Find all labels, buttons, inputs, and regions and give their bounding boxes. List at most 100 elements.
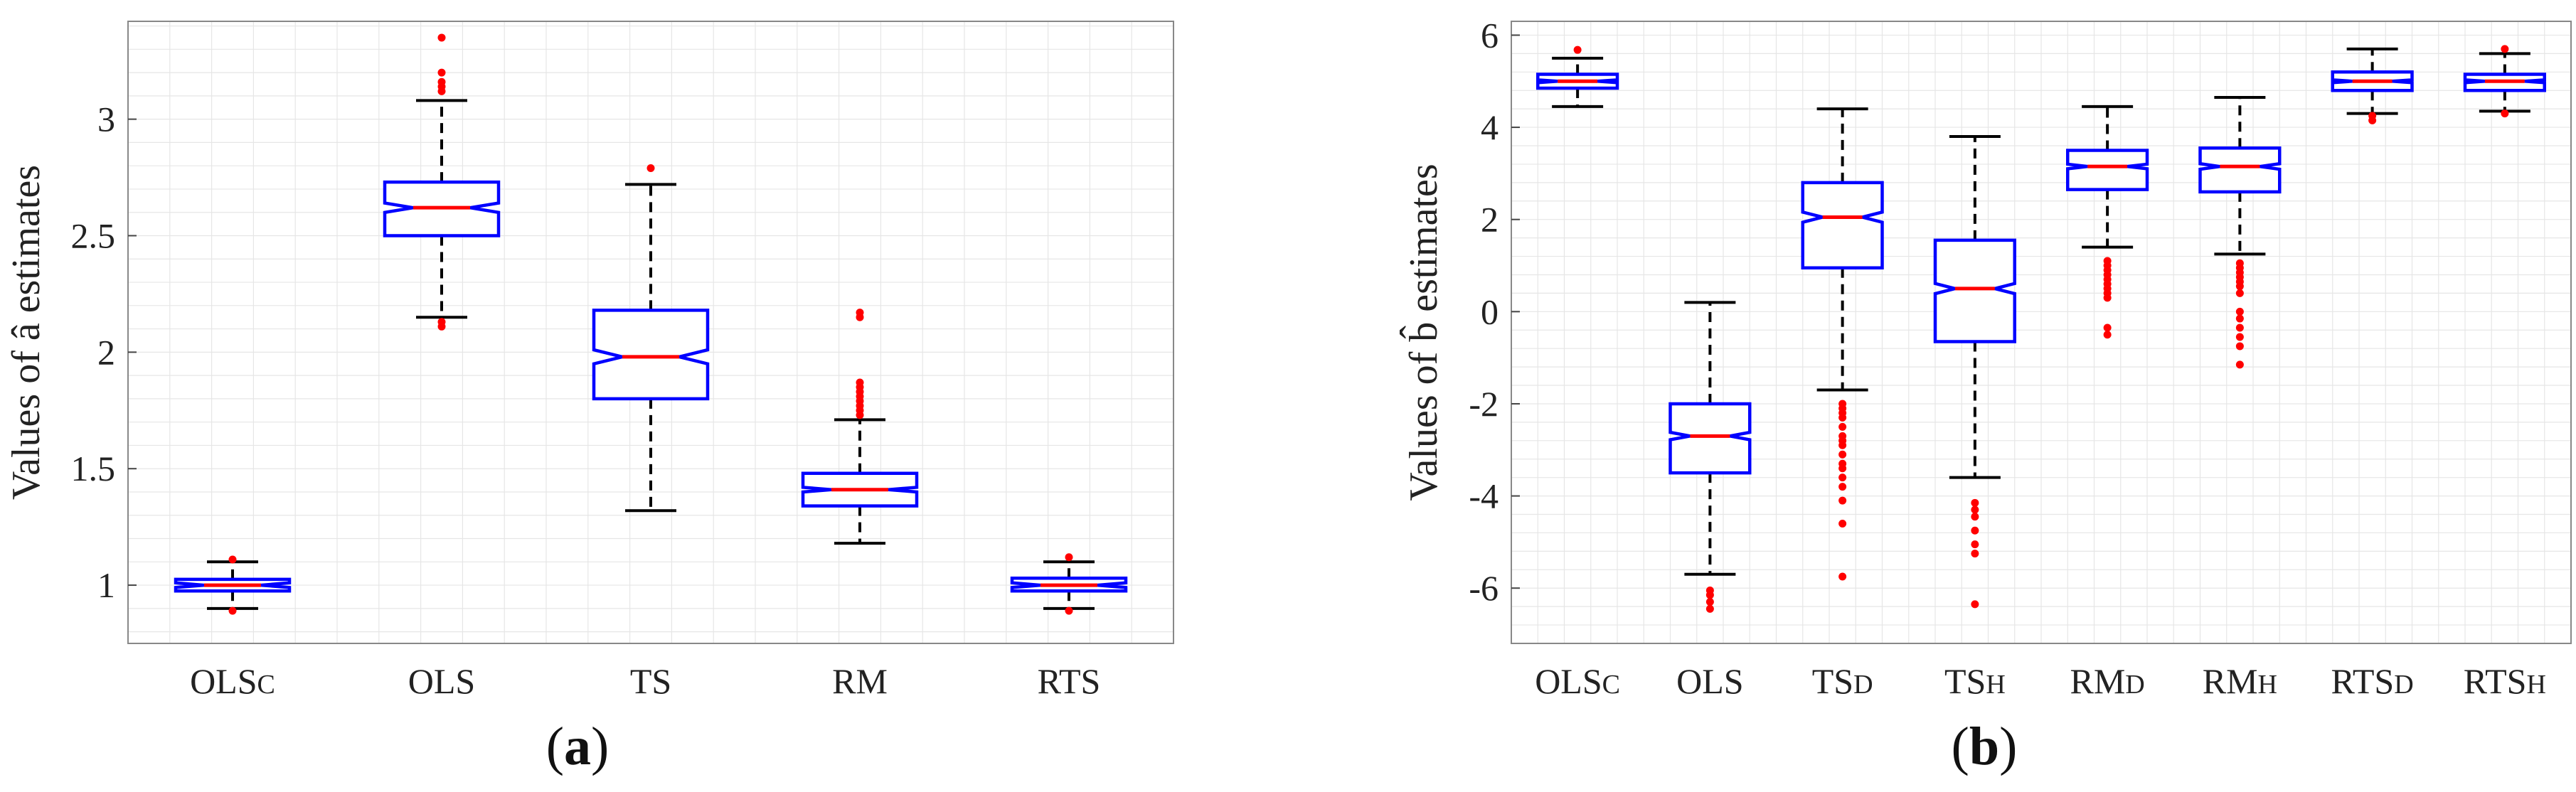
outlier-point xyxy=(2501,45,2509,53)
outlier-point xyxy=(1971,498,1979,507)
outlier-point xyxy=(856,378,864,387)
x-tick-label-suffix: H xyxy=(1986,670,2005,700)
outlier-point xyxy=(1838,496,1847,505)
y-tick-label: 1.5 xyxy=(71,449,116,488)
outlier-point xyxy=(1838,422,1847,431)
x-tick-label: RM xyxy=(832,661,888,701)
outlier-point xyxy=(1705,598,1714,606)
x-tick-label: RTSH xyxy=(2464,661,2546,701)
axis-frame xyxy=(127,21,1174,644)
outlier-point xyxy=(2235,342,2244,350)
x-tick-label-suffix: C xyxy=(1602,670,1620,700)
box-rm xyxy=(801,309,919,545)
outlier-point xyxy=(1971,526,1979,535)
y-tick-label: -2 xyxy=(1469,384,1499,424)
y-tick-label: 2 xyxy=(97,332,115,372)
panel-letter: b xyxy=(1969,717,1999,776)
y-tick-label: 2.5 xyxy=(71,215,116,255)
outlier-point xyxy=(2235,314,2244,323)
panel-label: (a) xyxy=(546,717,610,776)
outlier-point xyxy=(1838,441,1847,449)
outlier-point xyxy=(437,77,446,86)
outlier-point xyxy=(2368,116,2377,124)
outlier-point xyxy=(437,318,446,326)
x-tick-label-suffix: D xyxy=(1853,670,1873,700)
box-body xyxy=(1668,402,1752,475)
box-rtsh xyxy=(2463,45,2546,118)
outlier-point xyxy=(2235,323,2244,332)
chart-panel-a: 1 1.5 2 2.5 3 Values of â estimates OLSC OLS TS R… xyxy=(4,21,1174,776)
outlier-point xyxy=(2235,360,2244,369)
grid xyxy=(1511,21,2571,644)
outlier-point xyxy=(1065,553,1073,562)
outlier-point xyxy=(1573,46,1582,54)
outlier-point xyxy=(437,33,446,42)
y-tick-label: 3 xyxy=(97,100,115,139)
x-tick-label: RTS xyxy=(1038,661,1101,701)
x-tick-label: TSH xyxy=(1944,661,2006,701)
x-tick-label: OLS xyxy=(1676,661,1743,701)
outlier-point xyxy=(2103,331,2112,339)
y-tick-label: -6 xyxy=(1469,568,1499,608)
x-tick-label: TSD xyxy=(1812,661,1873,701)
x-tick-label-suffix: H xyxy=(2527,670,2546,700)
x-tick-label: TS xyxy=(630,661,671,701)
box-olsc xyxy=(174,555,292,615)
outlier-point xyxy=(228,555,237,564)
y-tick-label: 2 xyxy=(1481,200,1499,240)
outlier-point xyxy=(1971,600,1979,609)
box-body xyxy=(1801,181,1884,270)
x-tick-label-suffix: H xyxy=(2258,670,2277,700)
outlier-point xyxy=(1838,413,1847,422)
outlier-point xyxy=(1838,464,1847,473)
outlier-point xyxy=(2235,282,2244,291)
outlier-point xyxy=(1971,505,1979,514)
y-tick-label: 1 xyxy=(97,565,115,605)
x-tick-label: RTSD xyxy=(2331,661,2414,701)
outlier-point xyxy=(1838,473,1847,482)
panel-label: (b) xyxy=(1952,717,2018,776)
chart-panel-b: -6 -4 -2 0 2 4 6 Values of b̂ estimates OLSC OLS T… xyxy=(1399,15,2572,776)
outlier-point xyxy=(2235,333,2244,341)
outlier-point xyxy=(2235,307,2244,316)
box-rmh xyxy=(2198,95,2282,369)
outlier-point xyxy=(1971,513,1979,521)
y-axis-label: Values of â estimates xyxy=(4,165,48,500)
outlier-point xyxy=(1705,591,1714,599)
box-ols xyxy=(383,33,501,331)
outlier-point xyxy=(1065,606,1073,615)
axis-frame xyxy=(1511,21,2572,644)
box-body xyxy=(2066,149,2149,191)
outlier-point xyxy=(1705,604,1714,613)
outlier-point xyxy=(1838,572,1847,581)
box-rts xyxy=(1010,553,1128,615)
outlier-point xyxy=(646,164,655,172)
outlier-point xyxy=(2103,294,2112,302)
x-tick-label: OLSC xyxy=(1535,661,1620,701)
x-tick-label: OLS xyxy=(408,661,475,701)
x-tick-label-suffix: D xyxy=(2394,670,2413,700)
box-body xyxy=(1933,238,2016,343)
x-tick-label-suffix: C xyxy=(257,670,275,700)
y-tick-label: 4 xyxy=(1481,107,1499,147)
box-body xyxy=(592,309,710,401)
box-body xyxy=(2198,146,2282,194)
outlier-point xyxy=(1838,450,1847,459)
y-axis-label: Values of b̂ estimates xyxy=(1399,164,1446,501)
box-rtsd xyxy=(2331,47,2414,124)
x-tick-label: RMD xyxy=(2070,661,2144,701)
panel-letter: a xyxy=(564,717,591,776)
outlier-point xyxy=(1971,540,1979,549)
outlier-point xyxy=(2235,289,2244,297)
x-tick-label-suffix: D xyxy=(2125,670,2144,700)
x-tick-label: OLSC xyxy=(190,661,275,701)
box-ols xyxy=(1668,301,1752,613)
y-tick-label: 6 xyxy=(1481,15,1499,55)
outlier-point xyxy=(1838,519,1847,528)
outlier-point xyxy=(1971,550,1979,558)
box-rmd xyxy=(2066,105,2149,339)
box-ts xyxy=(592,164,710,513)
outlier-point xyxy=(2501,109,2509,118)
outlier-point xyxy=(856,309,864,317)
